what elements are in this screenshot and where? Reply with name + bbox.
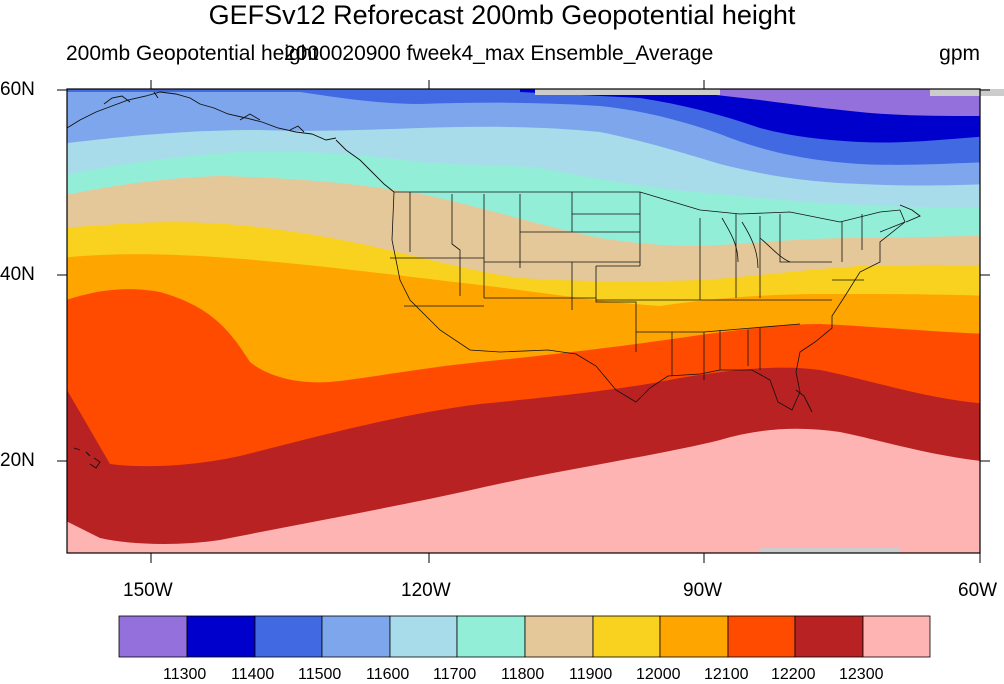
colorbar-label-11800: 11800	[501, 666, 545, 683]
colorbar-swatch-5	[389, 615, 458, 658]
colorbar-swatch-3	[254, 615, 323, 658]
colorbar-label-12300: 12300	[839, 666, 884, 683]
colorbar-label-12000: 12000	[636, 666, 681, 683]
colorbar-swatch-1	[118, 615, 188, 658]
colorbar-label-11500: 11500	[298, 666, 342, 683]
colorbar-swatch-8	[592, 615, 661, 658]
map-title: GEFSv12 Reforecast 200mb Geopotential he…	[208, 0, 796, 30]
land-masking	[535, 89, 1004, 553]
colorbar-label-12200: 12200	[771, 666, 816, 683]
band-11200	[690, 89, 980, 116]
lon-label-120w: 120W	[401, 580, 451, 601]
colorbar-swatch-11	[794, 615, 864, 658]
variable-label: 200mb Geopotential height	[66, 42, 319, 65]
colorbar-swatch-2	[186, 615, 256, 658]
colorbar-swatch-9	[659, 615, 729, 658]
colorbar-swatch-6	[456, 615, 526, 658]
map-frame	[66, 88, 981, 554]
state-borders	[390, 191, 906, 411]
lon-label-90w: 90W	[683, 580, 723, 601]
colorbar	[118, 615, 931, 658]
colorbar-label-11900: 11900	[569, 666, 613, 683]
lon-label-60w: 60W	[958, 580, 998, 601]
lat-label-40n: 40N	[0, 264, 35, 285]
tick-marks	[57, 80, 990, 563]
contour-bands	[67, 89, 980, 553]
coastlines	[66, 91, 921, 469]
lat-label-20n: 20N	[0, 450, 35, 471]
colorbar-swatch-7	[524, 615, 594, 658]
colorbar-label-11300: 11300	[163, 666, 207, 683]
colorbar-label-11700: 11700	[433, 666, 477, 683]
run-info-label: 2000020900 fweek4_max Ensemble_Average	[284, 42, 714, 65]
colorbar-swatch-4	[321, 615, 391, 658]
colorbar-label-12100: 12100	[704, 666, 749, 683]
colorbar-swatch-10	[727, 615, 796, 658]
units-label: gpm	[939, 42, 980, 65]
colorbar-label-11600: 11600	[366, 666, 410, 683]
lon-label-150w: 150W	[123, 580, 173, 601]
colorbar-swatch-12	[862, 615, 931, 658]
lat-label-60n: 60N	[0, 79, 35, 100]
colorbar-label-11400: 11400	[231, 666, 275, 683]
